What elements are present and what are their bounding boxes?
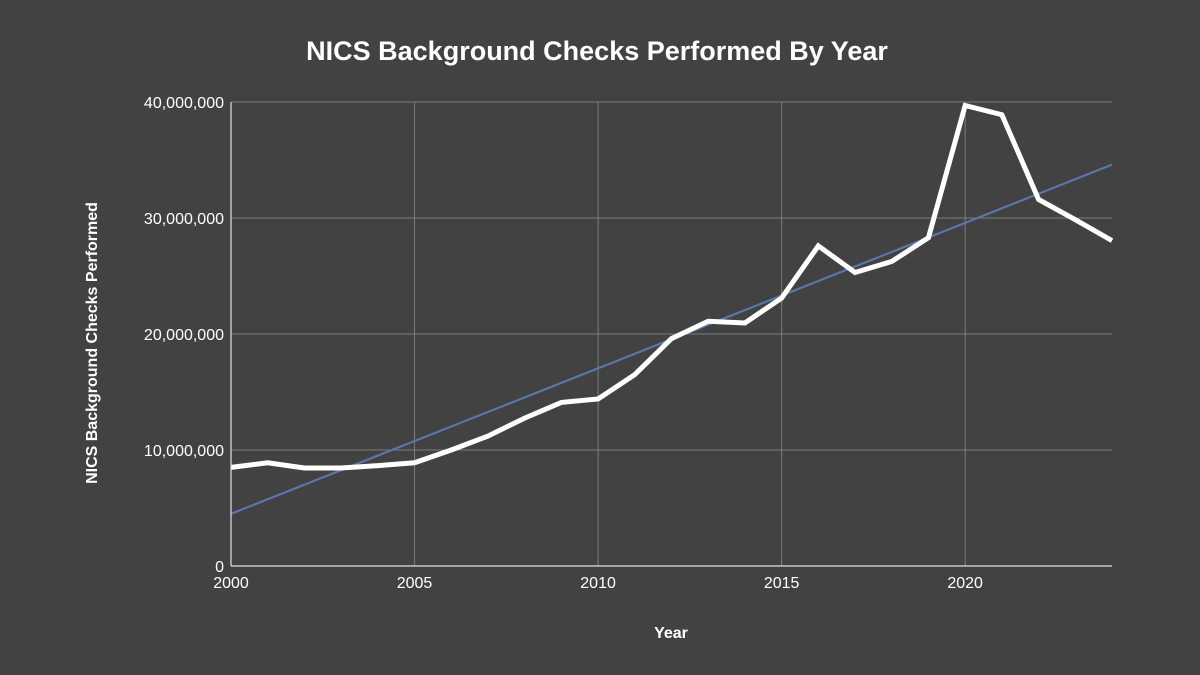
chart-title: NICS Background Checks Performed By Year bbox=[306, 36, 888, 66]
data-point bbox=[1036, 197, 1041, 202]
data-point bbox=[522, 416, 527, 421]
data-point bbox=[963, 103, 968, 108]
data-point bbox=[889, 259, 894, 264]
x-axis-title: Year bbox=[654, 625, 688, 642]
data-point bbox=[1110, 238, 1115, 243]
data-point bbox=[926, 235, 931, 240]
data-point bbox=[742, 320, 747, 325]
tick-labels: 0 10,000,000 20,000,000 30,000,000 40,000,00… bbox=[144, 95, 983, 592]
y-tick-label: 10,000,000 bbox=[144, 443, 224, 460]
axes-group bbox=[230, 102, 1112, 567]
y-tick-label: 30,000,000 bbox=[144, 211, 224, 228]
data-point bbox=[559, 400, 564, 405]
series-group bbox=[230, 102, 1115, 471]
data-point bbox=[265, 460, 270, 465]
x-tick-label: 2005 bbox=[397, 575, 433, 592]
data-point bbox=[669, 336, 674, 341]
y-tick-label: 20,000,000 bbox=[144, 327, 224, 344]
data-point bbox=[302, 465, 307, 470]
series-line bbox=[230, 102, 1114, 471]
data-point bbox=[853, 270, 858, 275]
y-axis-title: NICS Background Checks Performed bbox=[84, 202, 101, 484]
data-point bbox=[779, 296, 784, 301]
data-point bbox=[485, 434, 490, 439]
data-point bbox=[339, 465, 344, 470]
x-tick-label: 2020 bbox=[947, 575, 983, 592]
data-point bbox=[816, 243, 821, 248]
x-tick-label: 2015 bbox=[764, 575, 800, 592]
data-point bbox=[449, 448, 454, 453]
x-tick-label: 2000 bbox=[213, 575, 249, 592]
data-point bbox=[1073, 217, 1078, 222]
data-point bbox=[999, 112, 1004, 117]
data-point bbox=[375, 463, 380, 468]
data-point bbox=[596, 396, 601, 401]
data-point bbox=[706, 319, 711, 324]
data-point bbox=[632, 372, 637, 377]
x-tick-label: 2010 bbox=[580, 575, 616, 592]
y-tick-label: 0 bbox=[215, 559, 224, 576]
grid-lines bbox=[231, 101, 1112, 566]
y-tick-label: 40,000,000 bbox=[144, 95, 224, 112]
data-point bbox=[412, 460, 417, 465]
